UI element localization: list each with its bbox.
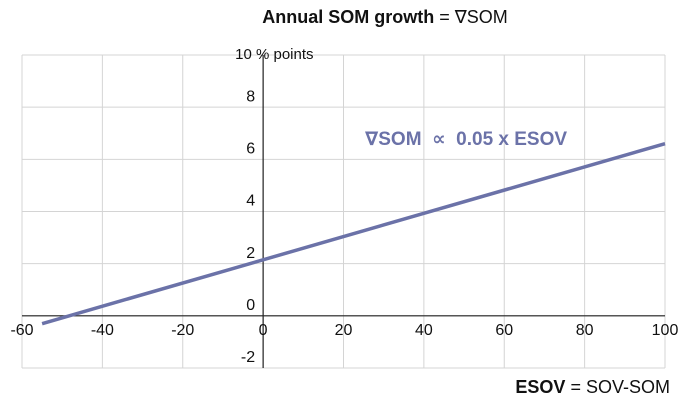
x-axis-label: ESOV = SOV-SOM: [515, 377, 670, 397]
y-tick-label: 2: [246, 245, 255, 262]
y-tick-label: 8: [246, 88, 255, 105]
x-tick-label: 40: [415, 322, 433, 339]
x-tick-label: -60: [10, 322, 33, 339]
x-tick-label: 20: [335, 322, 353, 339]
x-label-bold: ESOV: [515, 377, 565, 397]
x-tick-label: 100: [652, 322, 679, 339]
y-tick-label: 4: [246, 193, 255, 210]
x-label-rest: = SOV-SOM: [570, 377, 670, 397]
x-tick-label: -40: [91, 322, 114, 339]
x-tick-label: 0: [259, 322, 268, 339]
y-tick-label: 10 % points: [235, 46, 313, 63]
y-tick-label: 6: [246, 141, 255, 158]
y-tick-label: -2: [241, 349, 255, 366]
x-tick-label: -20: [171, 322, 194, 339]
x-tick-label: 60: [495, 322, 513, 339]
chart-title: Annual SOM growth = ∇SOM: [262, 7, 508, 27]
title-rest: = ∇SOM: [439, 7, 508, 27]
x-tick-label: 80: [576, 322, 594, 339]
annotation: ∇SOM ∝ 0.05 x ESOV: [365, 129, 567, 150]
title-bold: Annual SOM growth: [262, 7, 434, 27]
y-tick-label: 0: [246, 297, 255, 314]
series-line: [41, 142, 666, 326]
